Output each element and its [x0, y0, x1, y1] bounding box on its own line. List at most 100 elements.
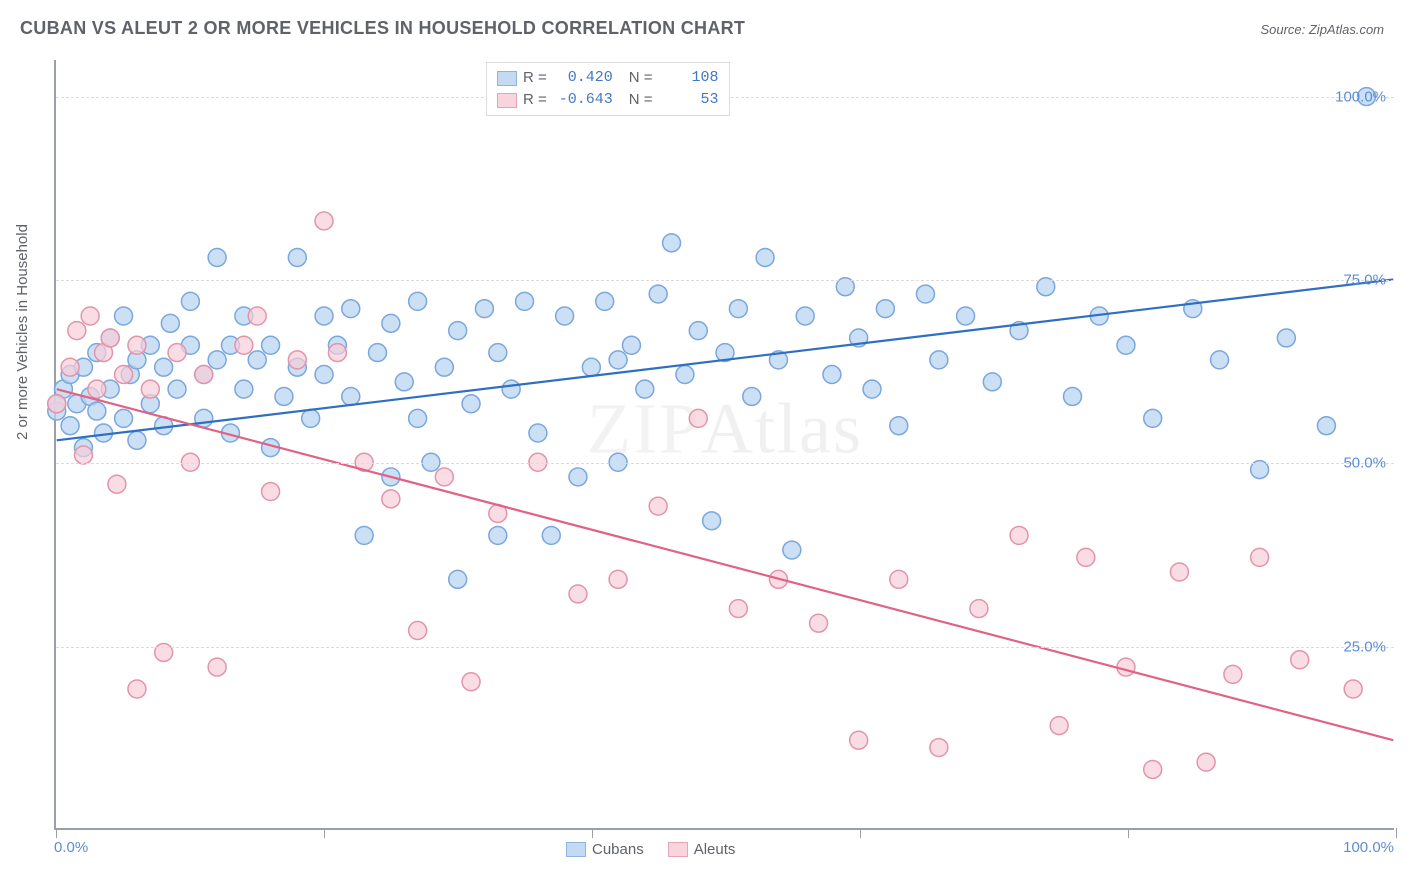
- data-point-cubans: [1277, 329, 1295, 347]
- data-point-aleuts: [74, 446, 92, 464]
- data-point-aleuts: [435, 468, 453, 486]
- data-point-cubans: [783, 541, 801, 559]
- scatter-svg: [56, 60, 1394, 828]
- plot-area: ZIPAtlas R = 0.420 N = 108 R = -0.643 N …: [54, 60, 1394, 830]
- data-point-aleuts: [970, 600, 988, 618]
- data-point-aleuts: [141, 380, 159, 398]
- data-point-aleuts: [128, 680, 146, 698]
- data-point-cubans: [369, 344, 387, 362]
- data-point-cubans: [890, 417, 908, 435]
- data-point-cubans: [1117, 336, 1135, 354]
- data-point-cubans: [556, 307, 574, 325]
- x-tick: [56, 828, 57, 838]
- data-point-aleuts: [1170, 563, 1188, 581]
- data-point-cubans: [823, 366, 841, 384]
- data-point-aleuts: [288, 351, 306, 369]
- r-label: R =: [523, 67, 547, 89]
- data-point-aleuts: [1344, 680, 1362, 698]
- x-tick: [592, 828, 593, 838]
- data-point-cubans: [863, 380, 881, 398]
- data-point-cubans: [516, 292, 534, 310]
- x-tick: [324, 828, 325, 838]
- data-point-cubans: [248, 351, 266, 369]
- n-value-cubans: 108: [659, 67, 719, 89]
- data-point-aleuts: [68, 322, 86, 340]
- gridline: [56, 463, 1394, 464]
- data-point-aleuts: [850, 731, 868, 749]
- x-tick: [860, 828, 861, 838]
- data-point-aleuts: [1251, 548, 1269, 566]
- data-point-cubans: [288, 249, 306, 267]
- data-point-aleuts: [462, 673, 480, 691]
- data-point-aleuts: [890, 570, 908, 588]
- data-point-cubans: [729, 300, 747, 318]
- y-tick-label: 25.0%: [1343, 638, 1386, 655]
- data-point-aleuts: [382, 490, 400, 508]
- data-point-aleuts: [128, 336, 146, 354]
- data-point-cubans: [275, 387, 293, 405]
- data-point-aleuts: [81, 307, 99, 325]
- data-point-aleuts: [1077, 548, 1095, 566]
- data-point-aleuts: [1050, 717, 1068, 735]
- data-point-cubans: [569, 468, 587, 486]
- data-point-cubans: [756, 249, 774, 267]
- data-point-cubans: [195, 409, 213, 427]
- data-point-cubans: [395, 373, 413, 391]
- data-point-cubans: [1144, 409, 1162, 427]
- gridline: [56, 647, 1394, 648]
- x-axis-min-label: 0.0%: [54, 839, 88, 856]
- x-tick: [1128, 828, 1129, 838]
- data-point-cubans: [876, 300, 894, 318]
- data-point-aleuts: [1291, 651, 1309, 669]
- data-point-cubans: [489, 344, 507, 362]
- swatch-cubans: [566, 842, 586, 857]
- data-point-aleuts: [1010, 526, 1028, 544]
- data-point-cubans: [302, 409, 320, 427]
- data-point-cubans: [529, 424, 547, 442]
- data-point-cubans: [582, 358, 600, 376]
- n-value-aleuts: 53: [659, 89, 719, 111]
- data-point-cubans: [409, 292, 427, 310]
- data-point-cubans: [449, 322, 467, 340]
- data-point-aleuts: [315, 212, 333, 230]
- n-label: N =: [629, 89, 653, 111]
- y-tick-label: 75.0%: [1343, 272, 1386, 289]
- data-point-aleuts: [1117, 658, 1135, 676]
- data-point-cubans: [168, 380, 186, 398]
- data-point-cubans: [88, 402, 106, 420]
- data-point-cubans: [315, 307, 333, 325]
- data-point-cubans: [489, 526, 507, 544]
- data-point-cubans: [917, 285, 935, 303]
- data-point-cubans: [262, 336, 280, 354]
- data-point-cubans: [208, 351, 226, 369]
- data-point-aleuts: [649, 497, 667, 515]
- data-point-cubans: [475, 300, 493, 318]
- data-point-aleuts: [328, 344, 346, 362]
- data-point-cubans: [315, 366, 333, 384]
- data-point-cubans: [342, 300, 360, 318]
- data-point-cubans: [1317, 417, 1335, 435]
- data-point-aleuts: [208, 658, 226, 676]
- data-point-aleuts: [569, 585, 587, 603]
- legend-item-cubans: Cubans: [566, 841, 644, 858]
- data-point-aleuts: [248, 307, 266, 325]
- data-point-cubans: [622, 336, 640, 354]
- data-point-aleuts: [61, 358, 79, 376]
- data-point-aleuts: [88, 380, 106, 398]
- data-point-cubans: [649, 285, 667, 303]
- data-point-cubans: [342, 387, 360, 405]
- chart-title: CUBAN VS ALEUT 2 OR MORE VEHICLES IN HOU…: [20, 18, 745, 39]
- data-point-cubans: [796, 307, 814, 325]
- y-tick-label: 100.0%: [1335, 88, 1386, 105]
- legend-correlation: R = 0.420 N = 108 R = -0.643 N = 53: [486, 62, 730, 116]
- data-point-cubans: [1211, 351, 1229, 369]
- data-point-cubans: [609, 453, 627, 471]
- data-point-aleuts: [115, 366, 133, 384]
- legend-item-aleuts: Aleuts: [668, 841, 736, 858]
- data-point-aleuts: [108, 475, 126, 493]
- swatch-aleuts: [668, 842, 688, 857]
- data-point-cubans: [155, 358, 173, 376]
- data-point-aleuts: [262, 483, 280, 501]
- data-point-aleuts: [1224, 665, 1242, 683]
- data-point-aleuts: [1144, 761, 1162, 779]
